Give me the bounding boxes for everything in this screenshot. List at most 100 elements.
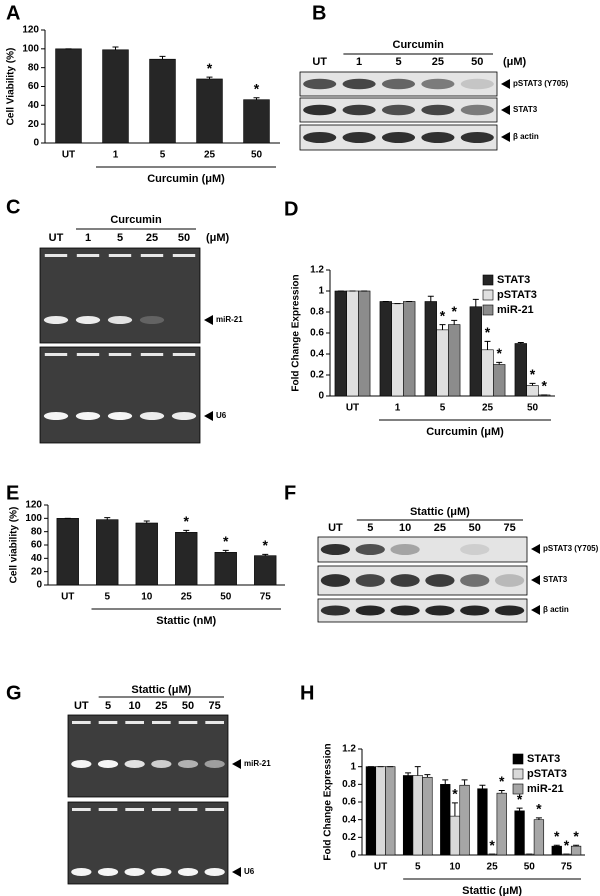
gel-band xyxy=(107,412,133,420)
gel-well xyxy=(72,721,91,724)
row-arrow xyxy=(501,105,510,115)
y-axis-label: Fold Change Expression xyxy=(291,274,302,391)
y-tick-label: 0.4 xyxy=(310,349,324,360)
bar xyxy=(422,776,433,856)
blot-band xyxy=(421,104,455,116)
blot-title: Curcumin xyxy=(393,39,445,51)
legend-swatch xyxy=(482,289,494,301)
panel-letter: A xyxy=(6,2,20,24)
significance-marker: * xyxy=(184,513,190,529)
lane-label: 1 xyxy=(356,56,362,68)
gel-well xyxy=(44,353,68,356)
gel-well xyxy=(125,721,144,724)
x-tick-label: 5 xyxy=(415,862,421,873)
blot-strip xyxy=(67,801,229,885)
y-tick-label: 60 xyxy=(28,81,40,92)
blot-strip xyxy=(39,346,201,444)
error-bar xyxy=(461,779,468,786)
error-bar xyxy=(206,76,213,79)
gel-band xyxy=(71,760,92,768)
bar xyxy=(102,49,129,144)
y-tick-label: 0.8 xyxy=(310,307,324,318)
bar xyxy=(496,792,507,856)
x-tick-label: UT xyxy=(62,150,75,161)
error-bar xyxy=(222,549,229,553)
error-bar xyxy=(573,844,580,847)
y-tick-label: 0 xyxy=(350,850,356,861)
bar xyxy=(514,343,527,397)
gel-band xyxy=(75,412,101,420)
error-bar xyxy=(143,520,150,523)
row-label: U6 xyxy=(244,867,255,876)
gel-well xyxy=(125,808,144,811)
row-arrow xyxy=(531,544,540,554)
y-tick-label: 0.6 xyxy=(342,797,356,808)
significance-marker: * xyxy=(496,345,502,361)
error-bar xyxy=(427,295,434,302)
row-arrow xyxy=(204,411,213,421)
bar xyxy=(55,48,82,144)
lane-label: UT xyxy=(49,232,64,244)
x-tick-label: UT xyxy=(61,592,74,603)
y-tick-label: 0 xyxy=(36,580,42,591)
row-label: STAT3 xyxy=(543,575,568,584)
gel-well xyxy=(76,353,100,356)
bar xyxy=(570,845,582,856)
bar xyxy=(334,290,347,397)
x-tick-label: 25 xyxy=(482,403,494,414)
y-tick-label: 20 xyxy=(31,566,43,577)
bar xyxy=(254,555,277,586)
blot-strip xyxy=(67,714,229,798)
blot-band xyxy=(425,605,455,616)
lane-label: 5 xyxy=(117,232,123,244)
blot-band xyxy=(494,574,525,587)
y-tick-label: 1.2 xyxy=(310,265,324,276)
blot-band xyxy=(303,78,337,90)
blot-band xyxy=(460,104,494,116)
gel-band xyxy=(124,868,145,876)
legend-label: pSTAT3 xyxy=(497,289,537,301)
significance-marker: * xyxy=(536,801,542,817)
lane-label: 25 xyxy=(432,56,444,68)
error-bar xyxy=(517,341,524,344)
y-tick-label: 0.2 xyxy=(342,832,356,843)
error-bar xyxy=(112,46,119,50)
blot-title: Curcumin xyxy=(110,214,162,226)
blot-band xyxy=(390,605,420,616)
row-label: pSTAT3 (Y705) xyxy=(543,544,599,553)
blot-band xyxy=(494,605,525,616)
lane-label: 25 xyxy=(434,522,446,534)
blot-band xyxy=(381,132,416,143)
gel-band xyxy=(151,760,172,768)
bar xyxy=(385,766,396,856)
y-axis-label: Fold Change Expression xyxy=(323,743,334,860)
gel-band xyxy=(171,412,197,420)
y-tick-label: 80 xyxy=(31,526,43,537)
blot-band xyxy=(320,605,351,616)
blot-band xyxy=(460,78,494,90)
bar xyxy=(412,775,423,856)
lane-label: UT xyxy=(312,56,327,68)
y-tick-label: 1 xyxy=(350,761,356,772)
gel-well xyxy=(76,254,100,257)
gel-band xyxy=(139,316,165,324)
row-arrow xyxy=(204,315,213,325)
significance-marker: * xyxy=(207,60,213,76)
bar xyxy=(448,324,461,397)
panel-letter: F xyxy=(284,482,296,504)
gel-band xyxy=(97,760,119,768)
blot-band xyxy=(421,78,455,90)
error-bar xyxy=(472,298,479,307)
bar xyxy=(175,532,198,586)
x-tick-label: 10 xyxy=(141,592,153,603)
bar xyxy=(449,815,461,856)
bar xyxy=(514,810,525,856)
blot-strip xyxy=(317,565,528,596)
lane-label: UT xyxy=(328,522,343,534)
panel-letter: E xyxy=(6,482,19,504)
blot-band xyxy=(355,574,385,587)
x-tick-label: 25 xyxy=(204,150,216,161)
blot-strip xyxy=(317,598,528,623)
y-axis-label: Cell Viability (%) xyxy=(6,48,17,126)
